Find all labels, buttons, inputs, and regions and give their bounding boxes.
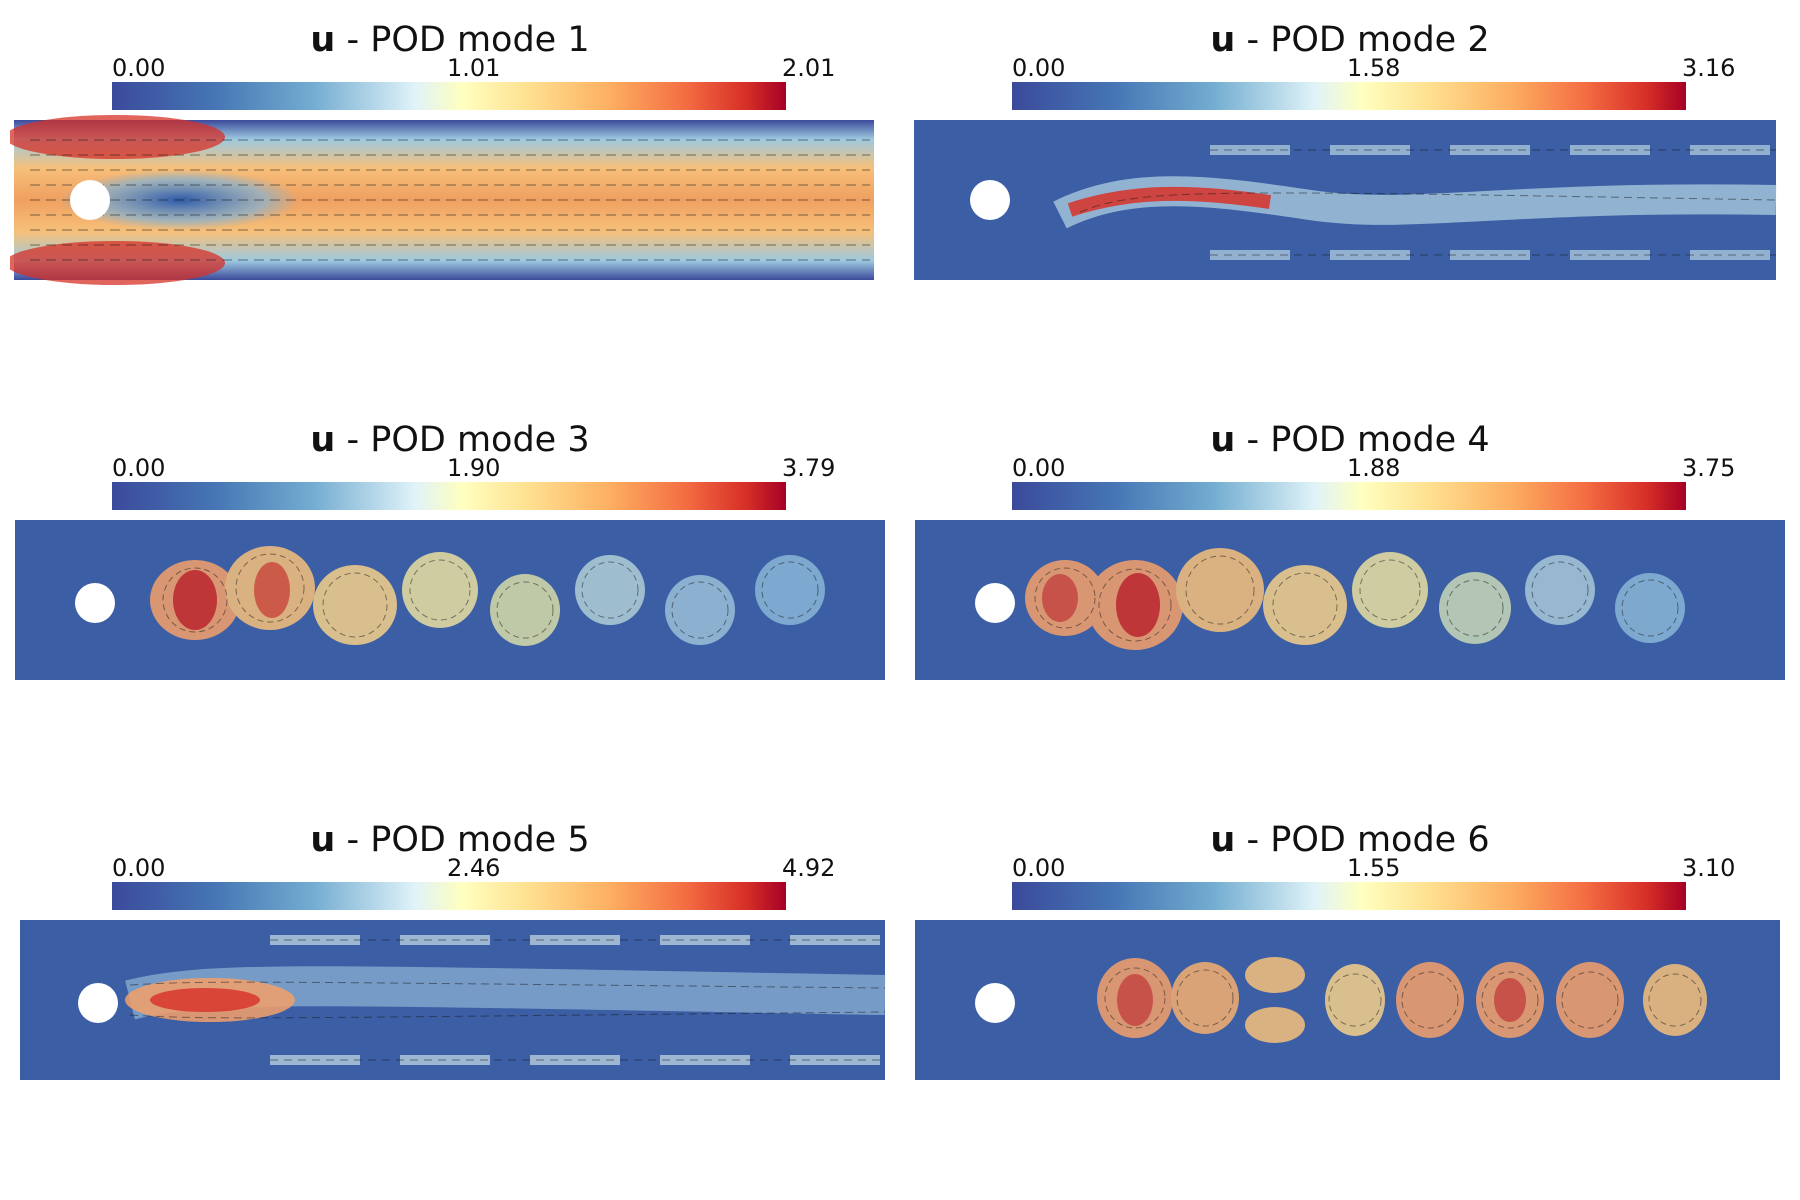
colorbar-mid-label: 1.58 — [1347, 54, 1401, 82]
cylinder-obstacle — [975, 583, 1015, 623]
mode-title: - POD mode 1 — [346, 20, 590, 60]
velocity-field-plot — [20, 920, 886, 1080]
colorbar-min-label: 0.00 — [112, 854, 166, 882]
cylinder-obstacle — [75, 583, 115, 623]
colorbar-mid-label: 2.46 — [447, 854, 501, 882]
panel-title: u - POD mode 1 — [0, 20, 900, 60]
panel-title: u - POD mode 5 — [0, 820, 900, 860]
colorbar — [112, 482, 786, 510]
pod-mode-panel-2: u - POD mode 2 0.00 1.58 3.16 — [910, 10, 1790, 300]
colorbar-min-label: 0.00 — [1012, 54, 1066, 82]
colorbar-max-label: 3.16 — [1682, 54, 1736, 82]
variable-symbol: u — [1210, 420, 1236, 460]
colorbar-min-label: 0.00 — [112, 454, 166, 482]
pod-mode-panel-3: u - POD mode 3 0.00 1.90 3.79 — [10, 410, 890, 700]
velocity-vectors — [162, 553, 819, 639]
colorbar-mid-label: 1.88 — [1347, 454, 1401, 482]
colorbar — [112, 82, 786, 110]
velocity-vectors — [30, 139, 870, 261]
velocity-field-plot — [15, 520, 885, 680]
pod-mode-panel-6: u - POD mode 6 0.00 1.55 3.10 — [910, 810, 1790, 1100]
velocity-vectors — [1079, 149, 1777, 256]
variable-symbol: u — [310, 820, 336, 860]
mode-title: - POD mode 5 — [346, 820, 590, 860]
colorbar-max-label: 2.01 — [782, 54, 836, 82]
panel-title: u - POD mode 3 — [0, 420, 900, 460]
cylinder-obstacle — [975, 983, 1015, 1023]
colorbar — [1012, 882, 1686, 910]
colorbar-mid-label: 1.55 — [1347, 854, 1401, 882]
colorbar-max-label: 3.79 — [782, 454, 836, 482]
colorbar — [1012, 482, 1686, 510]
velocity-vectors — [129, 939, 886, 1061]
mode-title: - POD mode 2 — [1246, 20, 1490, 60]
mode-title: - POD mode 4 — [1246, 420, 1490, 460]
velocity-vectors — [1104, 967, 1702, 1029]
cylinder-obstacle — [970, 180, 1010, 220]
velocity-vectors — [1034, 555, 1679, 642]
variable-symbol: u — [310, 20, 336, 60]
velocity-field-plot — [10, 115, 874, 285]
velocity-field-plot — [914, 120, 1777, 280]
pod-mode-panel-5: u - POD mode 5 0.00 2.46 4.92 — [10, 810, 890, 1100]
colorbar-mid-label: 1.90 — [447, 454, 501, 482]
panel-title: u - POD mode 2 — [910, 20, 1790, 60]
colorbar — [1012, 82, 1686, 110]
pod-mode-panel-1: u - POD mode 1 0.00 1.01 2.01 — [10, 10, 890, 300]
panel-title: u - POD mode 6 — [910, 820, 1790, 860]
mode-title: - POD mode 6 — [1246, 820, 1490, 860]
variable-symbol: u — [1210, 820, 1236, 860]
colorbar — [112, 882, 786, 910]
velocity-field-plot — [915, 520, 1785, 680]
variable-symbol: u — [310, 420, 336, 460]
mode-title: - POD mode 3 — [346, 420, 590, 460]
colorbar-mid-label: 1.01 — [447, 54, 501, 82]
colorbar-min-label: 0.00 — [1012, 454, 1066, 482]
velocity-field-plot — [915, 920, 1780, 1080]
pod-mode-panel-4: u - POD mode 4 0.00 1.88 3.75 — [910, 410, 1790, 700]
colorbar-min-label: 0.00 — [1012, 854, 1066, 882]
panel-title: u - POD mode 4 — [910, 420, 1790, 460]
colorbar-max-label: 3.10 — [1682, 854, 1736, 882]
colorbar-max-label: 3.75 — [1682, 454, 1736, 482]
colorbar-max-label: 4.92 — [782, 854, 836, 882]
variable-symbol: u — [1210, 20, 1236, 60]
cylinder-obstacle — [70, 180, 110, 220]
colorbar-min-label: 0.00 — [112, 54, 166, 82]
cylinder-obstacle — [78, 983, 118, 1023]
